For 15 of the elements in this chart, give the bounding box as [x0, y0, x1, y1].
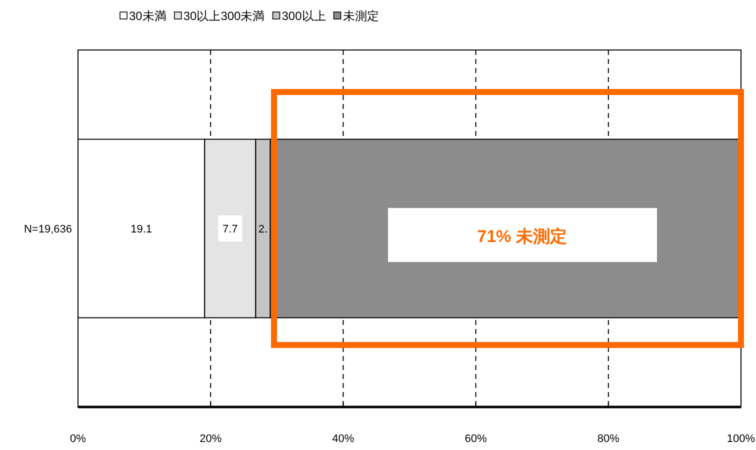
annotation: 71% 未測定 — [477, 227, 567, 246]
legend-label: 300以上 — [282, 9, 326, 23]
legend-label: 未測定 — [342, 9, 379, 23]
y-tick-label: N=19,636 — [24, 224, 72, 236]
x-tick-label: 60% — [464, 433, 488, 445]
legend-label: 30未満 — [129, 9, 166, 23]
legend-label: 30以上300未満 — [183, 9, 265, 23]
data-label: 2. — [258, 224, 268, 236]
x-tick-label: 0% — [70, 433, 86, 445]
data-label: 7.7 — [222, 224, 238, 236]
x-tick-label: 80% — [597, 433, 620, 445]
data-label: 19.1 — [130, 224, 152, 236]
x-tick-label: 20% — [200, 433, 222, 445]
x-tick-label: 100% — [726, 433, 756, 445]
x-tick-label: 40% — [332, 433, 354, 445]
